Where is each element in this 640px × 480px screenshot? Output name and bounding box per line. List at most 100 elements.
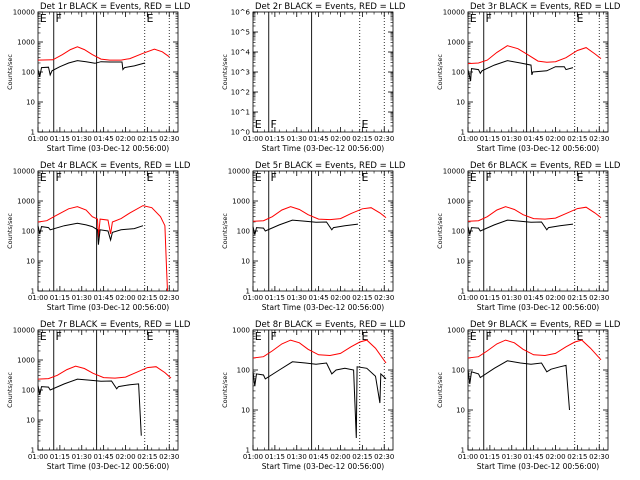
panel-det-9: Det 9r BLACK = Events, RED = LLD 1 10 100 10… bbox=[436, 320, 621, 471]
panel-title: Det 4r BLACK = Events, RED = LLD bbox=[40, 161, 191, 171]
marker-e: E bbox=[147, 330, 154, 343]
x-tick-label: 02:30 bbox=[589, 135, 609, 143]
x-tick-label: 01:30 bbox=[502, 135, 522, 143]
series-lld-line bbox=[37, 205, 168, 292]
series-lld-line bbox=[467, 339, 602, 361]
x-tick-label: 01:15 bbox=[50, 453, 70, 461]
marker-f: F bbox=[271, 330, 277, 343]
y-tick-label: 1 bbox=[246, 447, 250, 455]
y-axis-label: Counts/sec bbox=[436, 372, 444, 408]
x-axis-label: Start Time (03-Dec-12 00:56:00) bbox=[477, 303, 599, 312]
x-tick-label: 02:00 bbox=[545, 294, 565, 302]
x-tick-label: 01:00 bbox=[458, 135, 478, 143]
series-events-line bbox=[252, 219, 359, 235]
panel-title: Det 2r BLACK = Events, RED = LLD bbox=[255, 2, 406, 12]
marker-e: E bbox=[40, 330, 47, 343]
x-axis-label: Start Time (03-Dec-12 00:56:00) bbox=[262, 462, 384, 471]
x-tick-label: 01:00 bbox=[28, 294, 48, 302]
y-tick-label: 1 bbox=[461, 288, 465, 296]
marker-e: E bbox=[255, 330, 262, 343]
x-axis-label: Start Time (03-Dec-12 00:56:00) bbox=[477, 144, 599, 153]
y-tick-label: 100 bbox=[452, 69, 465, 77]
x-tick-label: 01:45 bbox=[524, 294, 544, 302]
marker-f: F bbox=[486, 171, 492, 184]
y-tick-label: 1 bbox=[31, 129, 35, 137]
y-tick-label: 1000 bbox=[17, 198, 35, 206]
y-axis-label: Counts/sec bbox=[6, 372, 14, 408]
series-lld-line bbox=[252, 339, 387, 364]
x-tick-label: 02:30 bbox=[589, 294, 609, 302]
x-tick-label: 01:30 bbox=[72, 294, 92, 302]
x-tick-label: 01:15 bbox=[480, 135, 500, 143]
x-tick-label: 01:45 bbox=[309, 135, 329, 143]
x-tick-label: 01:00 bbox=[458, 294, 478, 302]
y-tick-label: 10 bbox=[456, 99, 465, 107]
x-tick-label: 02:00 bbox=[115, 453, 135, 461]
x-tick-label: 01:15 bbox=[265, 294, 285, 302]
x-tick-label: 02:30 bbox=[374, 135, 394, 143]
x-axis-label: Start Time (03-Dec-12 00:56:00) bbox=[477, 462, 599, 471]
marker-e: E bbox=[255, 171, 262, 184]
marker-e: E bbox=[577, 12, 584, 25]
x-tick-label: 02:00 bbox=[330, 294, 350, 302]
marker-f: F bbox=[56, 171, 62, 184]
x-tick-label: 02:30 bbox=[589, 453, 609, 461]
series-lld-line bbox=[37, 365, 172, 380]
marker-e: E bbox=[362, 118, 369, 131]
x-tick-label: 01:45 bbox=[524, 453, 544, 461]
x-tick-label: 01:45 bbox=[309, 453, 329, 461]
marker-e: E bbox=[470, 330, 477, 343]
series-events-line bbox=[37, 60, 145, 77]
y-axis-label: Counts/sec bbox=[6, 213, 14, 249]
panel-det-5: Det 5r BLACK = Events, RED = LLD 1 10 100 10… bbox=[221, 161, 406, 312]
series-events-line bbox=[467, 219, 574, 235]
x-tick-label: 02:30 bbox=[159, 294, 179, 302]
y-tick-label: 1000 bbox=[447, 39, 465, 47]
x-tick-label: 01:15 bbox=[480, 294, 500, 302]
marker-e: E bbox=[147, 171, 154, 184]
y-tick-label: 10 bbox=[241, 258, 250, 266]
plot-frame bbox=[252, 329, 394, 451]
y-tick-label: 10 bbox=[456, 407, 465, 415]
panel-title: Det 1r BLACK = Events, RED = LLD bbox=[40, 2, 191, 12]
x-tick-label: 01:00 bbox=[243, 453, 263, 461]
x-axis-label: Start Time (03-Dec-12 00:56:00) bbox=[262, 303, 384, 312]
x-tick-label: 02:30 bbox=[374, 294, 394, 302]
x-tick-label: 01:45 bbox=[524, 135, 544, 143]
x-tick-label: 01:15 bbox=[50, 294, 70, 302]
panel-title: Det 3r BLACK = Events, RED = LLD bbox=[470, 2, 621, 12]
marker-e: E bbox=[147, 12, 154, 25]
y-tick-label: 100 bbox=[22, 228, 35, 236]
x-tick-label: 01:45 bbox=[94, 453, 114, 461]
y-tick-label: 10^4 bbox=[231, 49, 251, 57]
x-tick-label: 01:30 bbox=[287, 294, 307, 302]
plot-frame bbox=[37, 11, 179, 133]
y-tick-label: 100 bbox=[22, 387, 35, 395]
marker-e: E bbox=[470, 171, 477, 184]
x-axis-label: Start Time (03-Dec-12 00:56:00) bbox=[47, 144, 169, 153]
panel-det-2: Det 2r BLACK = Events, RED = LLD 10^0 10^1… bbox=[221, 2, 406, 153]
y-tick-label: 1000 bbox=[232, 327, 250, 335]
marker-e: E bbox=[362, 171, 369, 184]
y-tick-label: 1000 bbox=[17, 39, 35, 47]
x-axis-label: Start Time (03-Dec-12 00:56:00) bbox=[47, 303, 169, 312]
panel-title: Det 5r BLACK = Events, RED = LLD bbox=[255, 161, 406, 171]
marker-e: E bbox=[362, 330, 369, 343]
marker-e: E bbox=[470, 12, 477, 25]
series-events-line bbox=[467, 360, 570, 411]
y-tick-label: 10 bbox=[241, 407, 250, 415]
marker-f: F bbox=[486, 330, 492, 343]
y-tick-label: 10 bbox=[26, 99, 35, 107]
y-tick-label: 1 bbox=[461, 129, 465, 137]
x-tick-label: 02:15 bbox=[567, 453, 587, 461]
x-tick-label: 02:15 bbox=[567, 294, 587, 302]
plot-frame bbox=[467, 329, 609, 451]
plot-frame bbox=[467, 170, 609, 292]
x-tick-label: 02:00 bbox=[545, 453, 565, 461]
y-axis-label: Counts/sec bbox=[6, 54, 14, 90]
y-tick-label: 10^1 bbox=[231, 109, 250, 117]
y-tick-label: 10000 bbox=[443, 9, 465, 17]
y-tick-label: 100 bbox=[452, 228, 465, 236]
x-tick-label: 02:15 bbox=[352, 453, 372, 461]
